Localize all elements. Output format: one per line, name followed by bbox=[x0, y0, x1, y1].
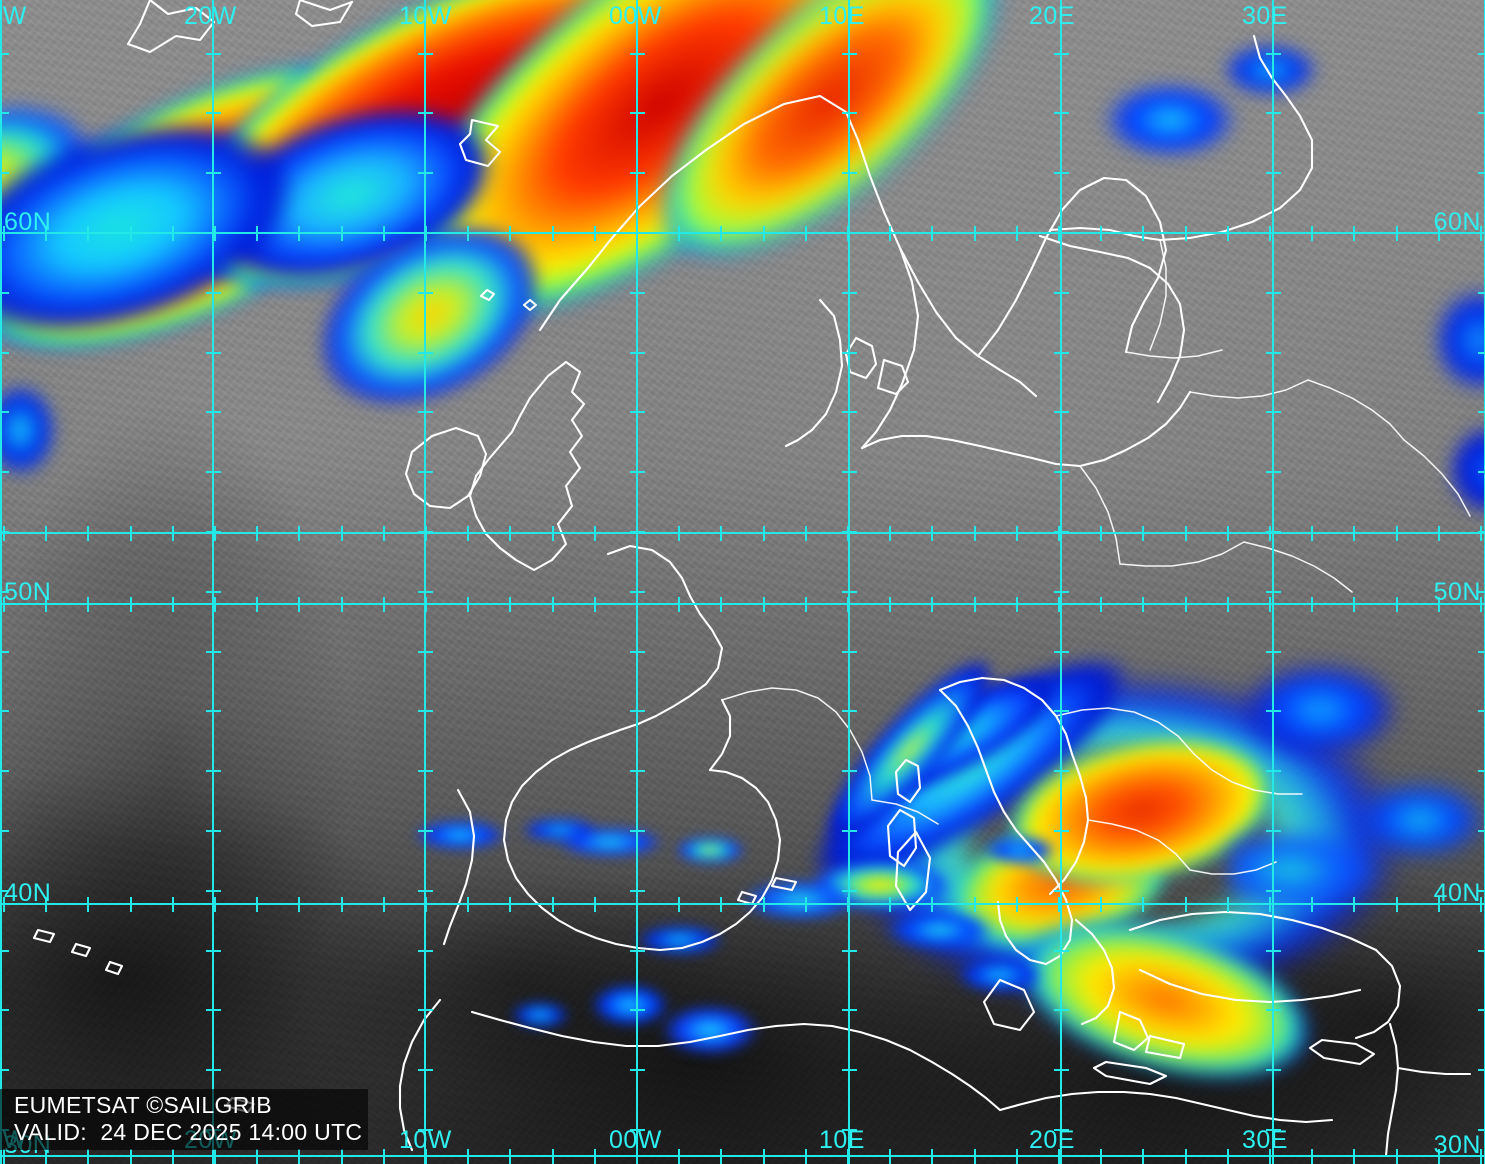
caption-block: EUMETSAT ©SAILGRIB VALID: 24 DEC 2025 14… bbox=[0, 1089, 369, 1150]
caption-source-line: EUMETSAT ©SAILGRIB bbox=[14, 1092, 272, 1119]
caption-valid-line: VALID: 24 DEC 2025 14:00 UTC bbox=[14, 1119, 363, 1146]
cloud-mediterranean-cells bbox=[380, 790, 1100, 1090]
cloud-west-edge-cells bbox=[0, 370, 60, 490]
cloud-black-sea-cells bbox=[1230, 640, 1485, 920]
cloud-baltic-cells bbox=[1060, 30, 1360, 230]
cloud-east-edge-cells bbox=[1400, 280, 1485, 520]
